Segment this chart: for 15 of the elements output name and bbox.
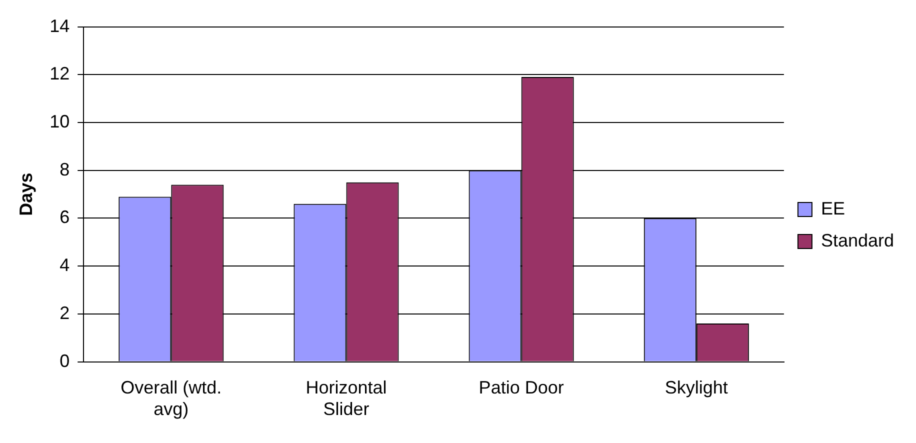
legend-label: EE xyxy=(820,198,845,218)
y-tick-label: 4 xyxy=(60,255,70,276)
legend-label: Standard xyxy=(820,230,894,250)
y-tick-label: 2 xyxy=(60,302,70,323)
x-tick-label: Overall (wtd. avg) xyxy=(120,378,222,420)
x-tick-label: Skylight xyxy=(664,378,728,398)
x-tick-label: Horizontal Slider xyxy=(306,378,387,420)
y-tick-label: 14 xyxy=(50,16,70,36)
y-tick-label: 0 xyxy=(60,350,70,371)
y-tick-label: 6 xyxy=(60,207,70,228)
y-tick-label: 10 xyxy=(50,111,70,132)
y-axis-title: Days xyxy=(16,172,36,216)
y-tick-label: 12 xyxy=(50,64,70,84)
x-tick-label: Patio Door xyxy=(478,378,564,398)
y-tick-label: 8 xyxy=(60,159,70,180)
